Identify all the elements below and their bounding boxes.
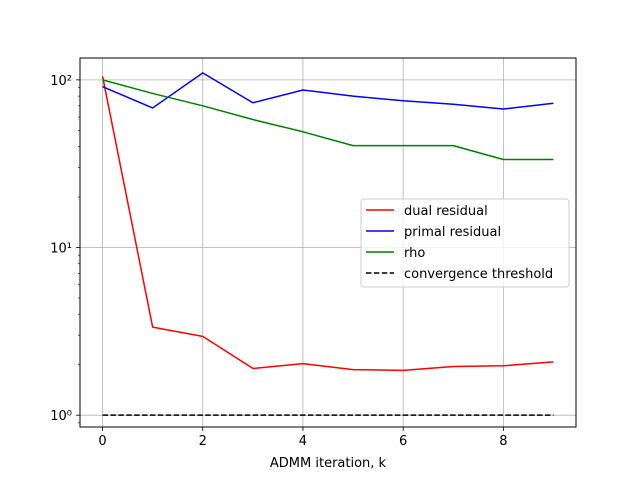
series-lines <box>101 72 554 416</box>
y-tick-label: 10¹ <box>50 242 72 257</box>
legend-label: convergence threshold <box>404 267 553 282</box>
series-line <box>102 79 554 161</box>
legend-label: primal residual <box>404 225 501 240</box>
plot-frame <box>79 57 577 428</box>
x-tick-label: 0 <box>98 434 106 449</box>
x-tick-label: 6 <box>399 434 407 449</box>
legend-box <box>360 198 570 288</box>
series-line <box>101 76 554 372</box>
axis-ticks: 0 2 4 6 8 10⁰ 10¹ 10² <box>50 74 507 449</box>
legend-label: rho <box>404 246 425 261</box>
y-tick-label: 10⁰ <box>50 409 72 424</box>
legend: dual residual primal residual rho convergen… <box>360 198 570 288</box>
x-tick-label: 4 <box>299 434 307 449</box>
x-axis-label: ADMM iteration, k <box>270 456 387 471</box>
y-tick-label: 10² <box>50 74 72 89</box>
series-line <box>102 72 554 110</box>
x-tick-label: 8 <box>499 434 507 449</box>
x-tick-label: 2 <box>199 434 207 449</box>
legend-label: dual residual <box>404 204 488 219</box>
